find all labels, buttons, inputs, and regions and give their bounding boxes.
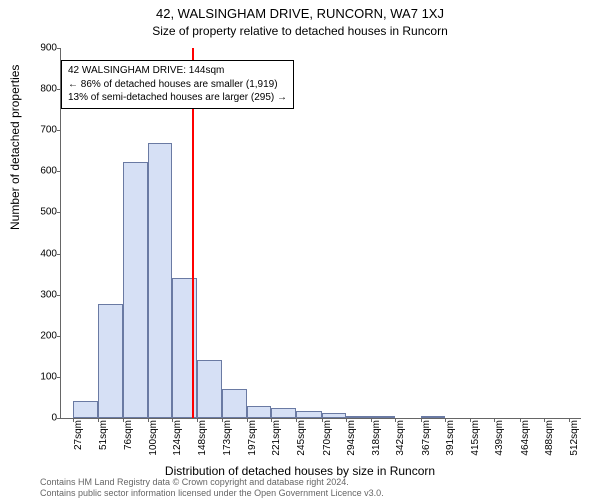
y-tick-label: 600 [27, 166, 61, 177]
y-tick-label: 300 [27, 289, 61, 300]
x-tick-label: 124sqm [172, 420, 183, 470]
histogram-bar [421, 416, 446, 418]
x-tick-label: 512sqm [569, 420, 580, 470]
x-tick-label: 76sqm [123, 420, 134, 470]
x-axis-label: Distribution of detached houses by size … [0, 464, 600, 478]
x-tick-label: 148sqm [197, 420, 208, 470]
y-tick-label: 200 [27, 330, 61, 341]
x-tick-label: 391sqm [445, 420, 456, 470]
y-tick-label: 700 [27, 125, 61, 136]
chart-title-main: 42, WALSINGHAM DRIVE, RUNCORN, WA7 1XJ [0, 6, 600, 21]
histogram-bar [73, 401, 98, 418]
x-tick-label: 488sqm [544, 420, 555, 470]
x-tick-label: 51sqm [98, 420, 109, 470]
x-tick-label: 294sqm [346, 420, 357, 470]
histogram-bar [123, 162, 148, 418]
y-tick-label: 100 [27, 371, 61, 382]
histogram-bar [247, 406, 272, 418]
annotation-line: 42 WALSINGHAM DRIVE: 144sqm [68, 64, 287, 78]
plot-area: 010020030040050060070080090027sqm51sqm76… [60, 48, 581, 419]
x-tick-label: 367sqm [421, 420, 432, 470]
x-tick-label: 439sqm [494, 420, 505, 470]
annotation-line: ← 86% of detached houses are smaller (1,… [68, 78, 287, 92]
x-tick-label: 318sqm [371, 420, 382, 470]
property-size-chart: 42, WALSINGHAM DRIVE, RUNCORN, WA7 1XJ S… [0, 0, 600, 500]
y-tick-label: 400 [27, 248, 61, 259]
x-tick-label: 173sqm [222, 420, 233, 470]
histogram-bar [371, 416, 396, 418]
footer-line-2: Contains public sector information licen… [40, 488, 384, 498]
x-tick-label: 100sqm [148, 420, 159, 470]
histogram-bar [148, 143, 173, 418]
x-tick-label: 27sqm [73, 420, 84, 470]
annotation-line: 13% of semi-detached houses are larger (… [68, 91, 287, 105]
y-tick-label: 0 [27, 413, 61, 424]
x-tick-label: 415sqm [470, 420, 481, 470]
x-tick-label: 342sqm [395, 420, 406, 470]
x-tick-label: 464sqm [520, 420, 531, 470]
footer-line-1: Contains HM Land Registry data © Crown c… [40, 477, 384, 487]
histogram-bar [322, 413, 347, 418]
y-axis-label: Number of detached properties [8, 65, 22, 230]
y-tick-label: 800 [27, 84, 61, 95]
histogram-bar [296, 411, 322, 418]
histogram-bar [271, 408, 296, 418]
x-tick-label: 245sqm [296, 420, 307, 470]
chart-title-sub: Size of property relative to detached ho… [0, 24, 600, 38]
annotation-box: 42 WALSINGHAM DRIVE: 144sqm← 86% of deta… [61, 60, 294, 109]
x-tick-label: 270sqm [322, 420, 333, 470]
histogram-bar [346, 416, 371, 418]
y-tick-label: 900 [27, 43, 61, 54]
histogram-bar [222, 389, 247, 418]
chart-footer: Contains HM Land Registry data © Crown c… [40, 477, 384, 498]
y-tick-label: 500 [27, 207, 61, 218]
histogram-bar [98, 304, 124, 418]
x-tick-label: 197sqm [247, 420, 258, 470]
x-tick-label: 221sqm [271, 420, 282, 470]
histogram-bar [197, 360, 223, 418]
